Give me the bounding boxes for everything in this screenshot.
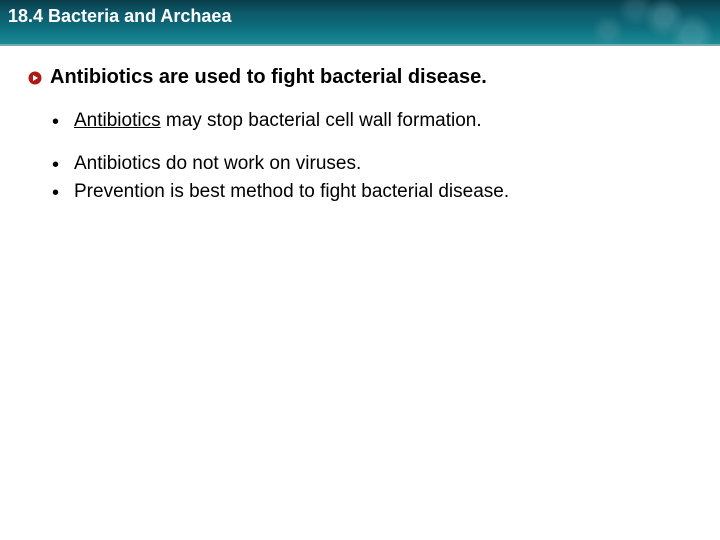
list-item-text: Prevention is best method to fight bacte… [74,181,509,202]
list-item: Antibiotics do not work on viruses. [52,150,692,179]
list-item-text: Antibiotics do not work on viruses. [74,153,361,174]
list-item-text: may stop bacterial cell wall formation. [161,110,482,131]
slide-content: Antibiotics are used to fight bacterial … [0,46,720,207]
list-item: Antibiotics may stop bacterial cell wall… [52,107,692,136]
section-heading: Antibiotics are used to fight bacterial … [28,66,692,89]
bullet-group-2: Antibiotics do not work on viruses. Prev… [28,150,692,207]
underlined-term: Antibiotics [74,110,161,131]
heading-text: Antibiotics are used to fight bacterial … [50,66,487,89]
header-title: 18.4 Bacteria and Archaea [0,0,720,27]
list-item: Prevention is best method to fight bacte… [52,178,692,207]
slide-header: 18.4 Bacteria and Archaea [0,0,720,44]
bullet-group-1: Antibiotics may stop bacterial cell wall… [28,107,692,136]
arrow-bullet-icon [28,71,42,85]
spacer [28,136,692,150]
